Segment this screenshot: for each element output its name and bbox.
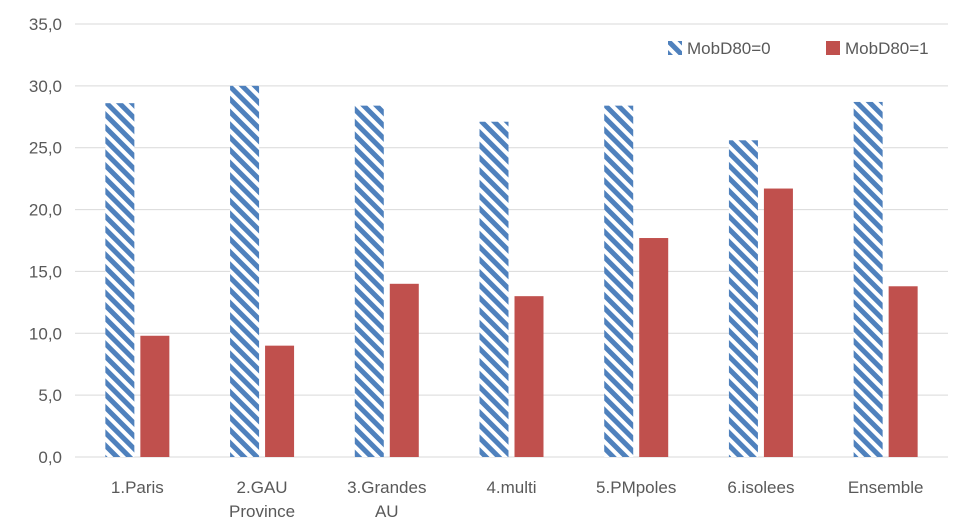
x-category-label: 3.Grandes AU [347,478,426,521]
bar-series-1-2 [230,85,260,457]
gridlines [75,23,948,458]
x-category-label: 6.isolees [727,478,794,497]
x-category-label-line: 2.GAU [237,478,288,497]
legend-label-2: MobD80=1 [845,39,929,58]
x-category-label: 2.GAU Province [229,478,295,521]
x-category-label-line: Province [229,502,295,521]
bar-series-1-1 [105,103,135,458]
x-axis-category-labels: 1.Paris 2.GAU Province 3.Grandes AU 4.multi 5.… [111,478,924,521]
x-category-label-line: 5.PMpoles [596,478,676,497]
legend-swatch-1 [668,41,682,55]
bar-series-2-3 [389,283,419,457]
bar-series-2-1 [140,335,170,457]
y-tick-label: 5,0 [38,386,62,405]
x-category-label-line: 1.Paris [111,478,164,497]
x-category-label: Ensemble [848,478,924,497]
bar-series-2-7 [888,286,918,457]
bar-series-1-5 [604,105,634,457]
y-tick-label: 30,0 [29,77,62,96]
bar-series-2-6 [763,188,793,458]
y-tick-label: 20,0 [29,201,62,220]
x-category-label: 1.Paris [111,478,164,497]
x-category-label-line: Ensemble [848,478,924,497]
bar-series-1-3 [354,105,384,457]
x-category-label: 4.multi [486,478,536,497]
bar-series-2-5 [639,238,669,457]
y-tick-label: 10,0 [29,324,62,343]
y-axis-tick-labels: 0,0 5,0 10,0 15,0 20,0 25,0 30,0 35,0 [29,15,62,467]
bars [105,85,918,458]
legend-swatch-2 [826,41,840,55]
x-category-label: 5.PMpoles [596,478,676,497]
x-category-label-line: 3.Grandes [347,478,426,497]
bar-series-1-6 [728,140,758,457]
y-tick-label: 0,0 [38,448,62,467]
y-tick-label: 15,0 [29,262,62,281]
bar-series-1-7 [853,101,883,457]
bar-series-1-4 [479,121,509,457]
legend: MobD80=0 MobD80=1 [668,39,929,58]
x-category-label-line: 6.isolees [727,478,794,497]
x-category-label-line: AU [375,502,399,521]
legend-label-1: MobD80=0 [687,39,771,58]
y-tick-label: 35,0 [29,15,62,34]
bar-series-2-2 [265,345,295,457]
y-tick-label: 25,0 [29,139,62,158]
x-category-label-line: 4.multi [486,478,536,497]
bar-series-2-4 [514,296,544,457]
